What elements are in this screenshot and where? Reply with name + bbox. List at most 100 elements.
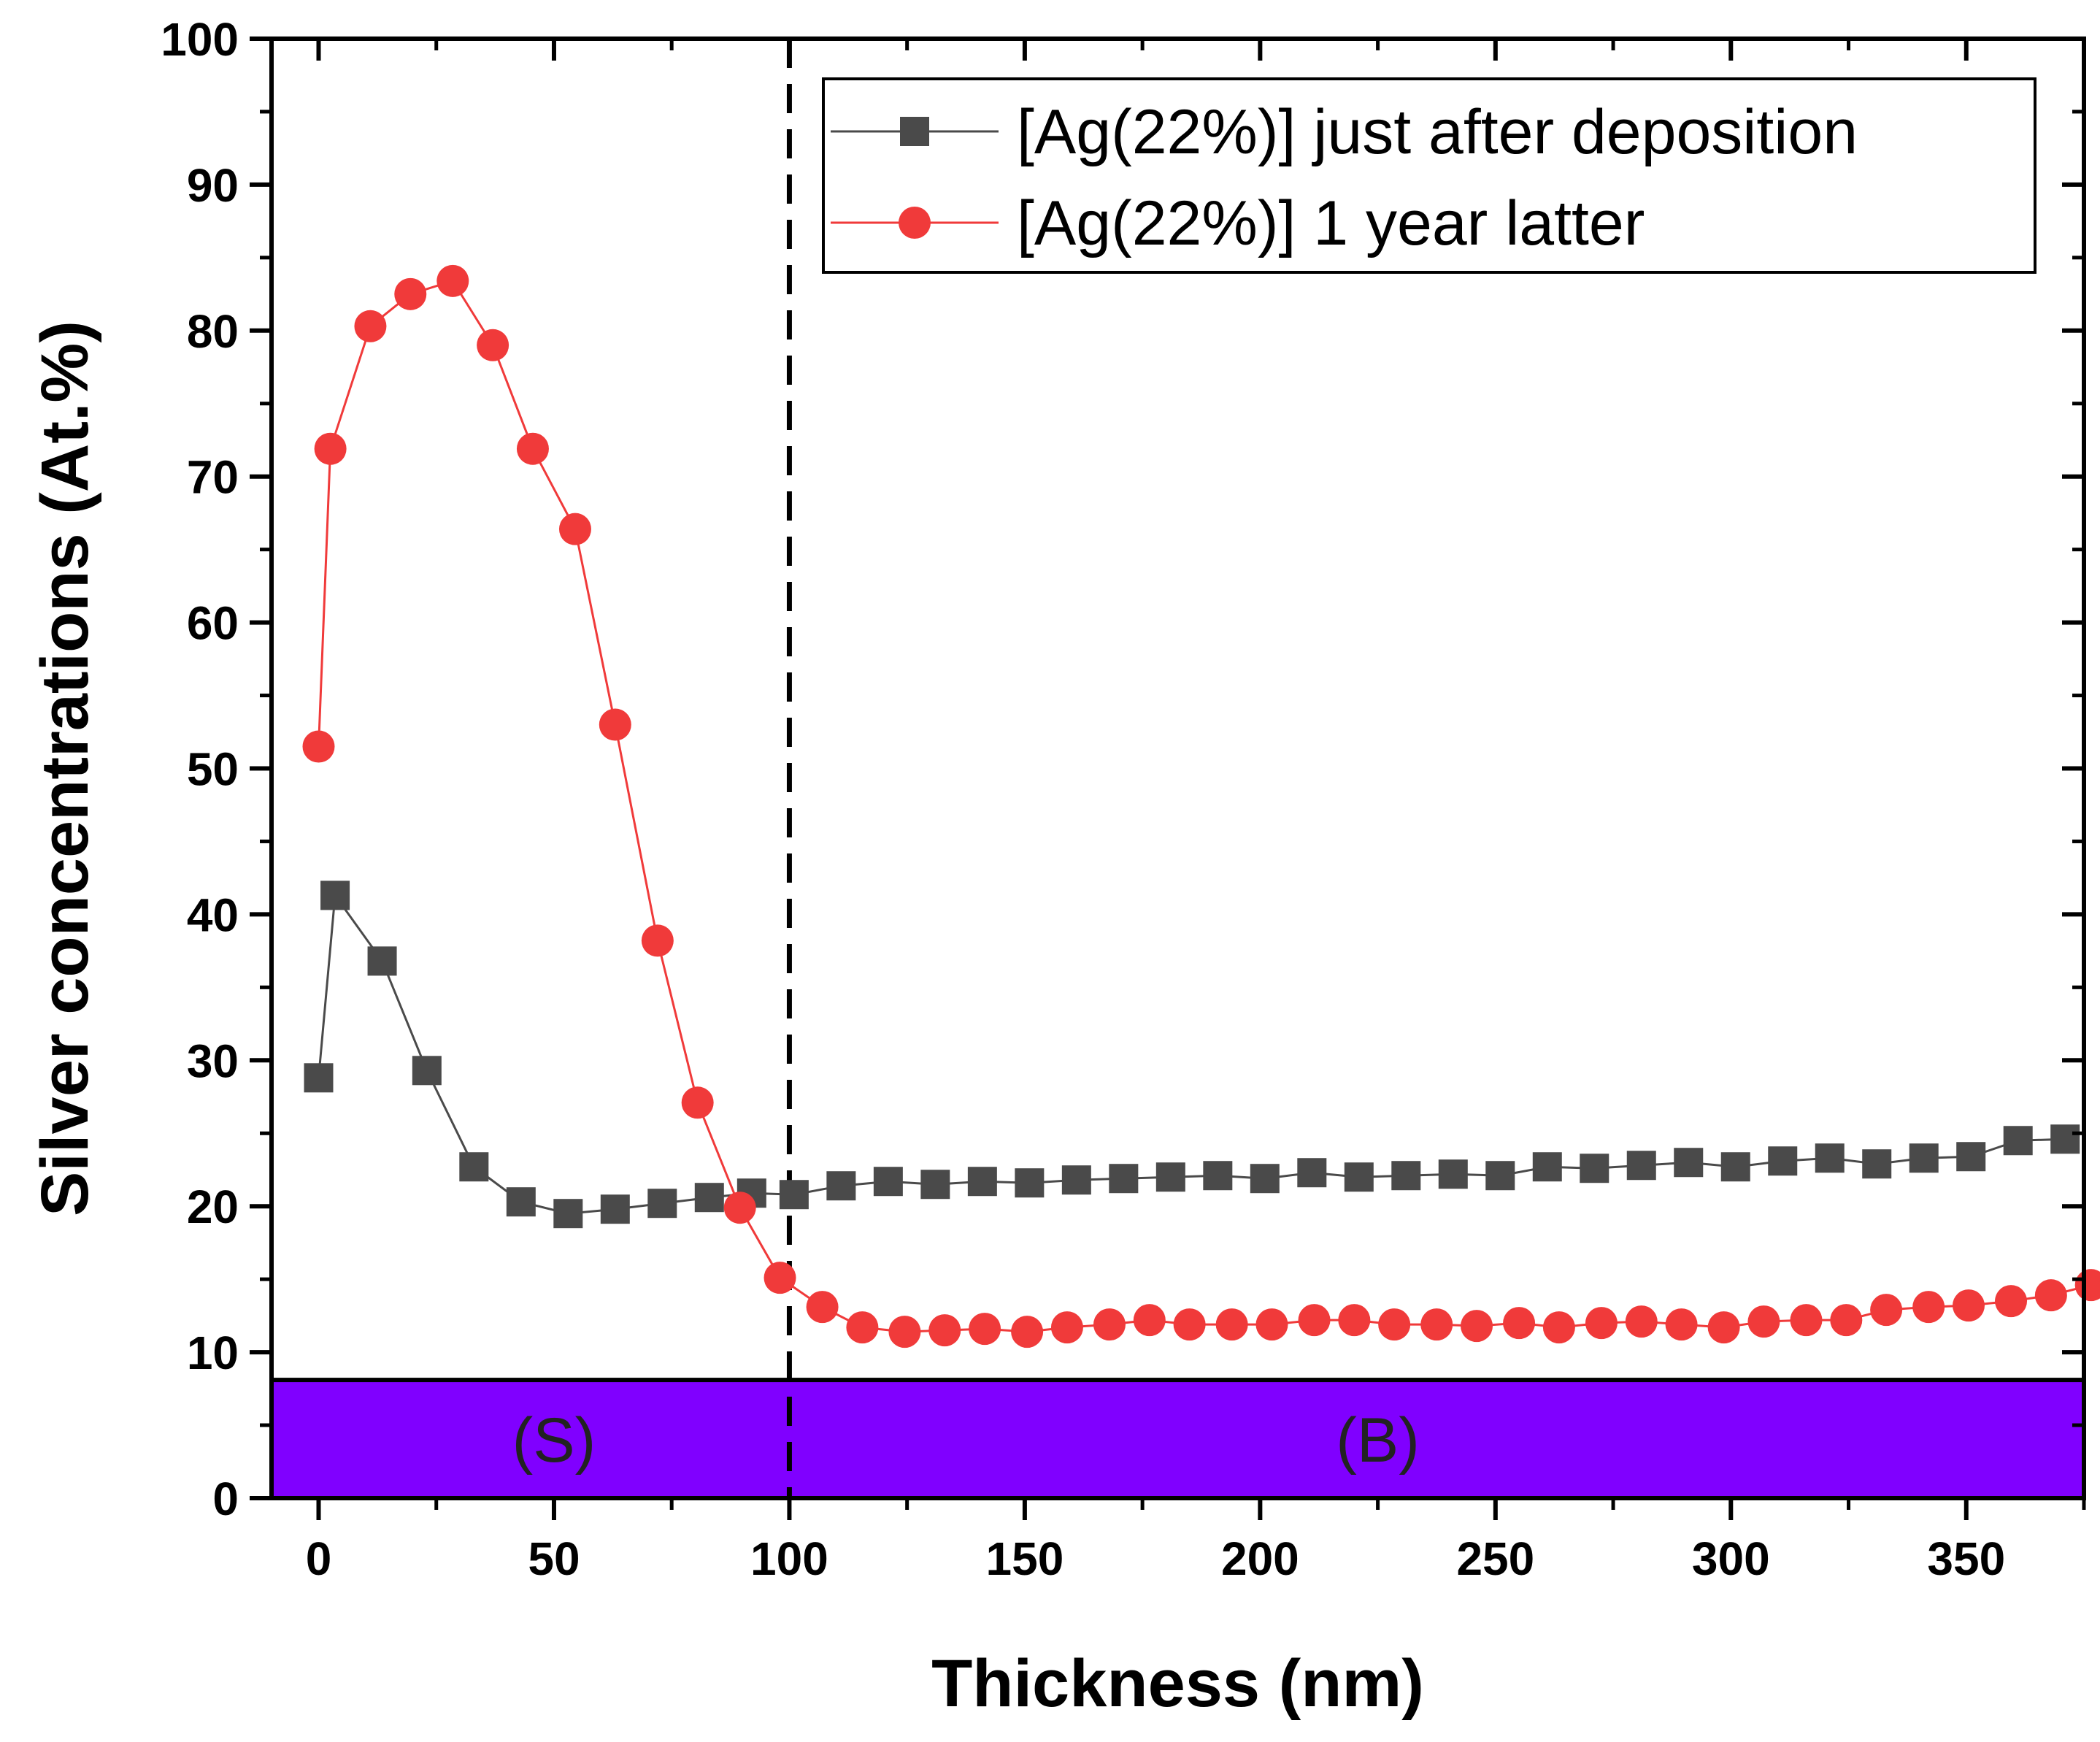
series-layer bbox=[302, 264, 2100, 1348]
substrate-band bbox=[269, 1378, 2086, 1501]
data-point bbox=[1790, 1304, 1823, 1337]
data-point bbox=[1503, 1307, 1536, 1340]
x-tick-label: 250 bbox=[1456, 1532, 1534, 1585]
data-point bbox=[412, 1056, 442, 1086]
y-tick-label: 20 bbox=[187, 1181, 239, 1233]
data-point bbox=[873, 1167, 903, 1197]
data-point bbox=[1203, 1161, 1233, 1191]
data-point bbox=[1952, 1289, 1985, 1322]
y-tick-label: 80 bbox=[187, 305, 239, 358]
data-point bbox=[928, 1314, 961, 1347]
data-point bbox=[394, 277, 427, 310]
data-point bbox=[1995, 1285, 2028, 1318]
data-point bbox=[1815, 1143, 1845, 1173]
y-axis-title: Silver concentrations (At.%) bbox=[28, 321, 102, 1216]
y-tick-label: 0 bbox=[212, 1473, 239, 1525]
data-point bbox=[1338, 1304, 1371, 1337]
y-tick-label: 40 bbox=[187, 889, 239, 941]
data-point bbox=[779, 1180, 809, 1210]
data-point bbox=[1133, 1304, 1166, 1337]
x-tick-label: 50 bbox=[528, 1532, 580, 1585]
y-tick-label: 10 bbox=[187, 1327, 239, 1379]
data-point bbox=[1250, 1164, 1280, 1194]
series-0 bbox=[304, 880, 2080, 1229]
data-point bbox=[302, 730, 335, 763]
x-tick-label: 0 bbox=[306, 1532, 332, 1585]
y-tick-label: 30 bbox=[187, 1035, 239, 1087]
legend-marker bbox=[900, 117, 929, 146]
data-point bbox=[314, 432, 347, 465]
data-point bbox=[1830, 1304, 1863, 1337]
data-point bbox=[1485, 1161, 1515, 1191]
data-point bbox=[1674, 1148, 1704, 1178]
data-point bbox=[1532, 1152, 1562, 1182]
legend-marker bbox=[899, 207, 931, 239]
data-point bbox=[1378, 1308, 1411, 1341]
x-tick-label: 150 bbox=[986, 1532, 1064, 1585]
series-1 bbox=[302, 264, 2100, 1348]
data-point bbox=[367, 946, 397, 976]
data-point bbox=[647, 1189, 677, 1219]
data-point bbox=[1912, 1291, 1945, 1324]
data-point bbox=[2074, 1269, 2100, 1302]
data-point bbox=[304, 1063, 334, 1093]
data-point bbox=[1109, 1164, 1139, 1194]
y-tick-label: 90 bbox=[187, 159, 239, 212]
data-point bbox=[506, 1187, 536, 1217]
data-point bbox=[1015, 1168, 1045, 1198]
legend: [Ag(22%)] just after deposition [Ag(22%)]… bbox=[822, 77, 2036, 274]
data-point bbox=[553, 1199, 583, 1229]
data-point bbox=[846, 1311, 879, 1344]
data-point bbox=[1155, 1162, 1185, 1192]
data-point bbox=[1011, 1316, 1044, 1348]
x-tick-label: 100 bbox=[750, 1532, 828, 1585]
data-point bbox=[2003, 1126, 2033, 1156]
x-tick-label: 200 bbox=[1221, 1532, 1299, 1585]
data-point bbox=[1625, 1305, 1658, 1338]
data-point bbox=[1626, 1151, 1656, 1181]
data-point bbox=[764, 1262, 796, 1294]
data-point bbox=[1720, 1152, 1750, 1182]
data-point bbox=[1438, 1159, 1468, 1189]
data-point bbox=[1707, 1311, 1740, 1344]
data-point bbox=[888, 1316, 921, 1348]
data-point bbox=[1870, 1294, 1903, 1327]
data-point bbox=[1297, 1158, 1327, 1188]
data-point bbox=[1344, 1162, 1374, 1192]
substrate-band-layer bbox=[269, 1378, 2086, 1501]
data-point bbox=[1665, 1308, 1698, 1341]
data-point bbox=[920, 1170, 950, 1200]
data-point bbox=[723, 1192, 756, 1224]
data-point bbox=[1173, 1308, 1206, 1341]
data-point bbox=[320, 880, 350, 910]
data-point bbox=[1909, 1143, 1939, 1173]
series-line bbox=[317, 892, 2066, 1215]
data-point bbox=[969, 1313, 1001, 1346]
legend-box bbox=[822, 77, 2036, 274]
data-point bbox=[1215, 1308, 1248, 1341]
data-point bbox=[681, 1086, 714, 1119]
legend-label: [Ag(22%)] 1 year latter bbox=[1017, 188, 1645, 258]
data-point bbox=[599, 708, 631, 741]
data-point bbox=[1768, 1146, 1798, 1176]
data-point bbox=[1298, 1304, 1331, 1337]
data-point bbox=[641, 924, 674, 957]
data-point bbox=[1747, 1305, 1780, 1338]
data-point bbox=[1542, 1311, 1575, 1344]
data-point bbox=[1093, 1308, 1126, 1341]
data-point bbox=[1061, 1165, 1091, 1195]
region-label: (S) bbox=[512, 1405, 596, 1476]
data-point bbox=[806, 1291, 839, 1324]
data-point bbox=[694, 1183, 724, 1213]
data-point bbox=[477, 329, 509, 361]
y-tick-label: 100 bbox=[161, 13, 239, 66]
data-point bbox=[1862, 1149, 1892, 1179]
data-point bbox=[967, 1167, 997, 1197]
legend-entry: [Ag(22%)] just after deposition bbox=[831, 97, 1858, 167]
y-tick-label: 70 bbox=[187, 451, 239, 504]
data-point bbox=[354, 310, 387, 342]
region-labels: (S) (B) bbox=[512, 1405, 1420, 1476]
x-tick-label: 300 bbox=[1692, 1532, 1770, 1585]
data-point bbox=[826, 1171, 856, 1201]
data-point bbox=[1255, 1308, 1288, 1341]
